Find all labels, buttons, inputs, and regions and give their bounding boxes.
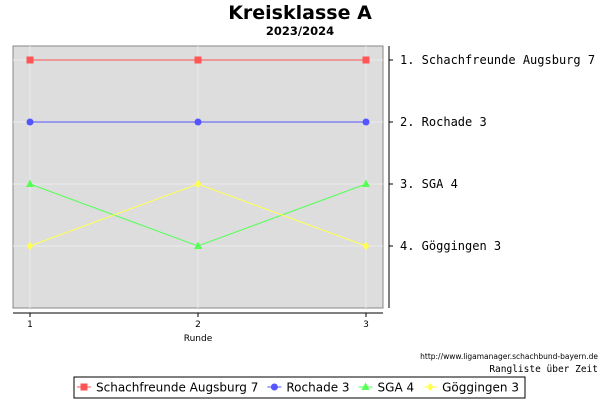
data-point <box>26 56 34 64</box>
legend-label: Schachfreunde Augsburg 7 <box>96 381 258 395</box>
series-2 <box>26 118 370 126</box>
data-point <box>194 118 202 126</box>
rank-label: 1. Schachfreunde Augsburg 7 <box>400 53 595 67</box>
rank-label: 2. Rochade 3 <box>400 115 487 129</box>
legend-marker <box>426 383 434 391</box>
data-point <box>362 179 370 187</box>
series-4 <box>26 180 370 250</box>
data-point <box>194 241 202 249</box>
data-point <box>194 56 202 64</box>
x-tick-label: 3 <box>363 320 369 330</box>
legend-label: Göggingen 3 <box>442 381 519 395</box>
chart-caption: Rangliste über Zeit <box>489 364 598 375</box>
source-url: http://www.ligamanager.schachbund-bayern… <box>420 352 598 361</box>
legend-item: Schachfreunde Augsburg 7 <box>77 381 258 395</box>
data-point <box>194 180 202 188</box>
chart-subtitle: 2023/2024 <box>266 24 334 38</box>
series-1 <box>26 56 370 64</box>
legend-label: SGA 4 <box>378 381 415 395</box>
legend-marker <box>80 383 88 391</box>
legend-items: Schachfreunde Augsburg 7 Rochade 3 SGA 4 Gö… <box>77 381 519 395</box>
data-point <box>26 118 34 126</box>
rank-label: 3. SGA 4 <box>400 177 458 191</box>
x-ticks: 1 2 3 <box>27 313 369 330</box>
x-tick-label: 1 <box>27 320 33 330</box>
data-point <box>362 118 370 126</box>
rank-labels: 1. Schachfreunde Augsburg 7 2. Rochade 3 3… <box>389 53 595 253</box>
legend-marker <box>361 382 370 390</box>
data-point <box>362 56 370 64</box>
rank-label: 4. Göggingen 3 <box>400 239 501 253</box>
x-tick-label: 2 <box>195 320 201 330</box>
data-point <box>362 242 370 250</box>
data-point <box>26 242 34 250</box>
legend-item: Göggingen 3 <box>423 381 519 395</box>
legend-item: Rochade 3 <box>267 381 350 395</box>
chart-title: Kreisklasse A <box>228 2 372 24</box>
legend-marker <box>270 383 278 391</box>
legend-label: Rochade 3 <box>286 381 349 395</box>
legend <box>73 376 526 399</box>
data-point <box>26 179 34 187</box>
legend-item: SGA 4 <box>358 381 415 395</box>
series-3 <box>26 179 370 249</box>
series <box>26 56 370 250</box>
x-axis-title: Runde <box>184 334 213 344</box>
